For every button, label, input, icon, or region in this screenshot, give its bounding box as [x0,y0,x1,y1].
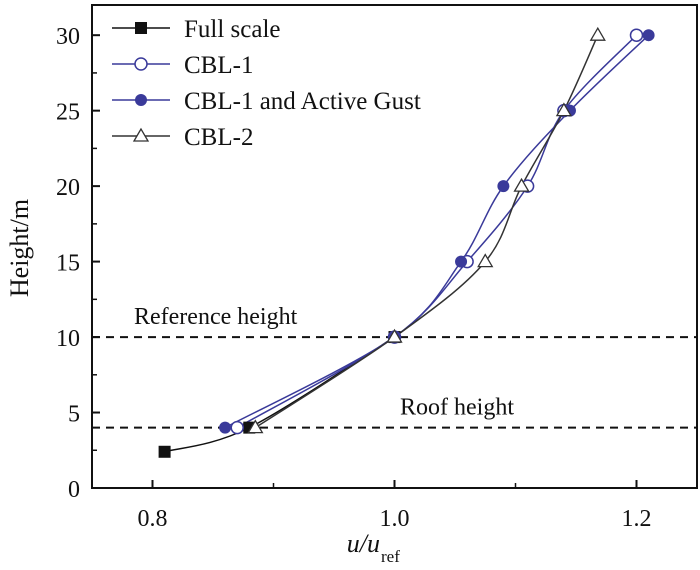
data-point-cbl-1-and-active-gust [497,180,510,193]
data-point-cbl-2 [247,419,264,434]
data-point-cbl-1 [230,420,244,435]
series-line-cbl-1-and-active-gust [224,34,650,429]
y-tick-label: 20 [56,175,80,201]
reference-line-label: Reference height [134,304,298,330]
y-tick-label: 5 [68,402,80,428]
legend-label: CBL-1 and Active Gust [184,88,421,115]
legend-marker [135,94,147,106]
legend-marker [135,22,147,34]
data-point-cbl-2 [589,26,606,41]
legend-marker [132,127,150,142]
y-axis-label: Height/m [5,199,34,297]
data-point-cbl-2 [513,177,530,192]
data-point-cbl-1-and-active-gust [642,29,655,42]
data-point-cbl-2 [477,253,494,268]
data-point-full-scale [158,445,171,458]
reference-line-label: Roof height [400,395,514,421]
data-point-cbl-1-and-active-gust [455,255,468,268]
data-point-cbl-1-and-active-gust [219,421,232,434]
x-tick-label: 0.8 [138,506,168,532]
series-line-cbl-1 [236,34,638,429]
legend: Full scale CBL-1 CBL-1 and Active Gust CBL-… [112,16,421,151]
y-tick-label: 15 [56,251,80,277]
legend-marker [134,57,148,71]
data-point-cbl-2 [386,328,403,343]
data-point-cbl-1 [629,28,644,42]
y-tick-label: 10 [56,326,80,352]
x-axis-label-subscript: ref [381,547,400,566]
data-point-cbl-2 [555,102,573,117]
plot-frame [91,4,698,489]
y-tick-label: 0 [68,477,80,503]
x-axis-label: u/u [347,529,380,558]
legend-label: CBL-2 [184,124,253,151]
x-tick-label: 1.2 [622,506,652,532]
x-tick-label: 1.0 [380,506,410,532]
y-tick-label: 30 [56,24,80,50]
y-tick-label: 25 [56,100,80,126]
series-line-full-scale [164,336,395,453]
legend-label: CBL-1 [184,52,253,79]
legend-label: Full scale [184,16,281,43]
